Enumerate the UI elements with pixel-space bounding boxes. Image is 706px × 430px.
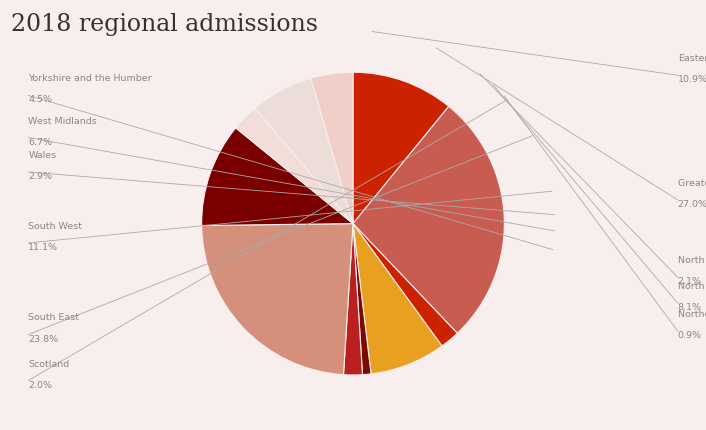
Text: 8.1%: 8.1% <box>678 303 702 312</box>
Text: 2.0%: 2.0% <box>28 381 52 390</box>
Wedge shape <box>344 224 362 375</box>
Text: South East: South East <box>28 313 79 322</box>
Text: North West: North West <box>678 282 706 291</box>
Wedge shape <box>353 224 371 375</box>
Wedge shape <box>353 72 449 224</box>
Text: Wales: Wales <box>28 151 56 160</box>
Text: 2.9%: 2.9% <box>28 172 52 181</box>
Wedge shape <box>202 128 353 225</box>
Text: Scotland: Scotland <box>28 359 69 369</box>
Text: Yorkshire and the Humber: Yorkshire and the Humber <box>28 74 152 83</box>
Text: 23.8%: 23.8% <box>28 335 59 344</box>
Text: 2018 regional admissions: 2018 regional admissions <box>11 13 318 36</box>
Text: North East: North East <box>678 256 706 265</box>
Text: 6.7%: 6.7% <box>28 138 52 147</box>
Text: 2.1%: 2.1% <box>678 277 702 286</box>
Text: 10.9%: 10.9% <box>678 75 706 84</box>
Wedge shape <box>255 78 353 224</box>
Text: 11.1%: 11.1% <box>28 243 58 252</box>
Wedge shape <box>236 108 353 224</box>
Wedge shape <box>311 72 353 224</box>
Text: 4.5%: 4.5% <box>28 95 52 104</box>
Text: West Midlands: West Midlands <box>28 117 97 126</box>
Text: South West: South West <box>28 222 82 231</box>
Wedge shape <box>353 106 504 333</box>
Text: Eastern: Eastern <box>678 54 706 63</box>
Wedge shape <box>353 224 442 374</box>
Text: 27.0%: 27.0% <box>678 200 706 209</box>
Text: Greater London: Greater London <box>678 179 706 188</box>
Text: 0.9%: 0.9% <box>678 331 702 340</box>
Wedge shape <box>202 224 353 375</box>
Text: Northern Ireland: Northern Ireland <box>678 310 706 319</box>
Wedge shape <box>353 224 457 346</box>
